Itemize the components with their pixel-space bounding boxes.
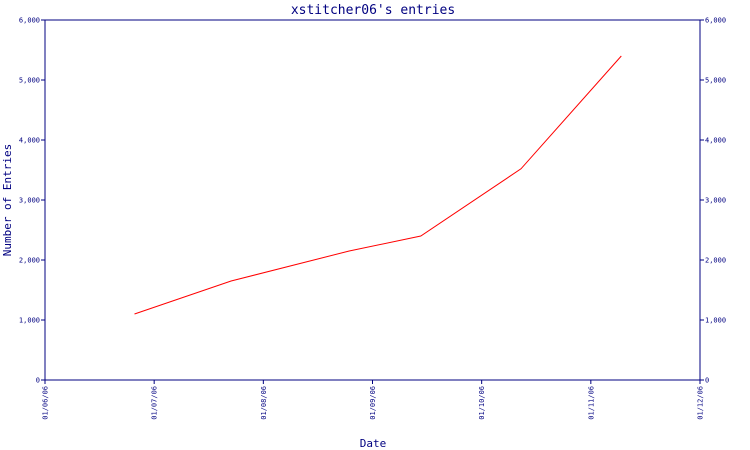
- x-axis-label: Date: [360, 437, 387, 450]
- y-tick-label-left: 1,000: [19, 317, 40, 325]
- x-axis: 01/06/06 01/07/06 01/08/06 01/09/06 01/10/06…: [42, 380, 705, 420]
- chart-title: xstitcher06's entries: [291, 3, 455, 18]
- y-axis-label: Number of Entries: [1, 144, 14, 257]
- y-tick-label-left: 0: [36, 377, 40, 385]
- x-tick-label: 01/08/06: [260, 386, 268, 420]
- series-line: [134, 55, 622, 315]
- y-tick-label-left: 6,000: [19, 17, 40, 25]
- y-tick-label-left: 2,000: [19, 257, 40, 265]
- y-tick-label-right: 1,000: [705, 317, 726, 325]
- x-tick-label: 01/06/06: [42, 386, 50, 420]
- y-tick-label-left: 3,000: [19, 197, 40, 205]
- x-tick-label: 01/10/06: [478, 386, 486, 420]
- series-group: [134, 55, 622, 315]
- x-tick-label: 01/11/06: [587, 386, 595, 420]
- y-tick-label-right: 6,000: [705, 17, 726, 25]
- y-tick-label-right: 4,000: [705, 137, 726, 145]
- x-tick-label: 01/07/06: [151, 386, 159, 420]
- y-tick-label-right: 2,000: [705, 257, 726, 265]
- y-tick-label-right: 5,000: [705, 77, 726, 85]
- y-axis-right: 0 1,000 2,000 3,000 4,000 5,000 6,000: [700, 17, 726, 385]
- y-tick-label-left: 5,000: [19, 77, 40, 85]
- y-tick-label-right: 0: [705, 377, 709, 385]
- y-axis-left: 0 1,000 2,000 3,000 4,000 5,000 6,000: [19, 17, 45, 385]
- x-tick-label: 01/09/06: [369, 386, 377, 420]
- plot-frame: [44, 19, 701, 381]
- y-tick-label-left: 4,000: [19, 137, 40, 145]
- y-tick-label-right: 3,000: [705, 197, 726, 205]
- x-tick-label: 01/12/06: [697, 386, 705, 420]
